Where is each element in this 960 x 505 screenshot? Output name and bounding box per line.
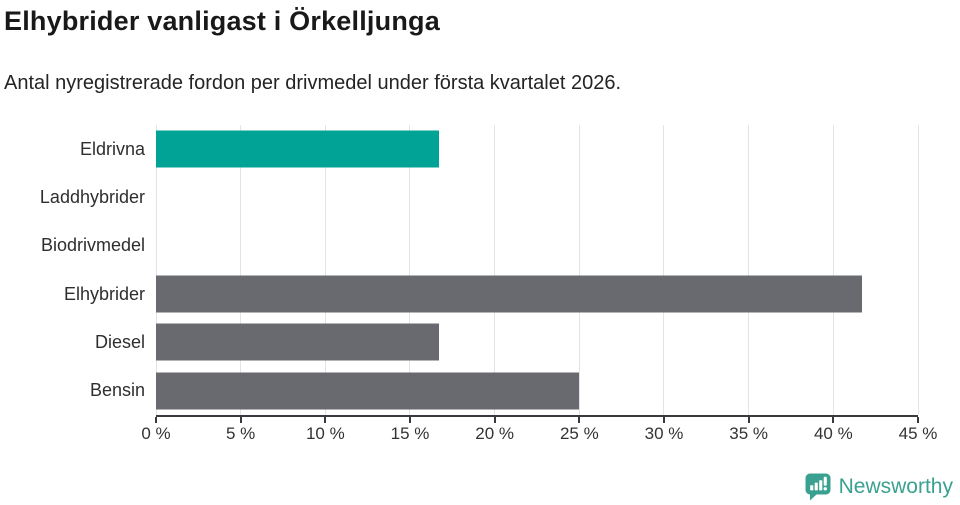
bar-diesel — [156, 323, 439, 361]
bar-row-elhybrider — [156, 270, 918, 318]
chart-subtitle: Antal nyregistrerade fordon per drivmede… — [4, 72, 622, 94]
x-tick-label-30: 30 % — [644, 424, 684, 443]
gridline-20 — [494, 125, 496, 415]
x-tick-35 — [747, 417, 750, 423]
bar-eldrivna — [156, 130, 439, 168]
x-tick-15 — [409, 417, 411, 423]
x-tick-25 — [578, 417, 581, 423]
x-axis-tick-labels: 0 % 5 % 10 % 15 % 20 % 25 % 30 % 35 % 40 % 45 % — [141, 424, 937, 446]
bar-rows — [156, 125, 918, 415]
x-tick-label-35: 35 % — [729, 424, 769, 443]
bar-elhybrider — [156, 275, 863, 313]
gridline-30 — [663, 125, 665, 415]
brand-footer: Newsworthy — [803, 472, 953, 501]
bar-row-laddhybrider — [156, 173, 918, 221]
gridline-40 — [832, 125, 834, 415]
bar-bensin — [156, 372, 580, 410]
bar-row-eldrivna — [156, 125, 918, 173]
gridline-10 — [324, 125, 326, 415]
x-tick-label-40: 40 % — [813, 424, 853, 443]
gridline-45 — [917, 125, 919, 415]
category-label-laddhybrider: Laddhybrider — [39, 186, 145, 207]
x-tick-40 — [832, 417, 835, 423]
x-tick-label-45: 45 % — [898, 424, 938, 443]
category-label-diesel: Diesel — [94, 331, 145, 352]
newsworthy-logo-icon — [805, 473, 831, 501]
x-tick-label-25: 25 % — [559, 424, 599, 443]
gridline-5 — [240, 125, 242, 415]
x-tick-label-20: 20 % — [475, 424, 515, 443]
chart-title: Elhybrider vanligast i Örkelljunga — [4, 6, 440, 36]
plot-area — [155, 125, 919, 417]
x-tick-label-15: 15 % — [390, 424, 430, 443]
x-tick-label-0: 0 % — [141, 424, 171, 443]
brand-name: Newsworthy — [838, 474, 953, 498]
x-tick-5 — [239, 417, 242, 423]
category-label-bensin: Bensin — [89, 380, 145, 401]
bar-row-diesel — [156, 318, 918, 366]
gridline-0 — [155, 125, 157, 415]
category-label-biodrivmedel: Biodrivmedel — [40, 235, 145, 256]
x-tick-10 — [324, 417, 327, 423]
x-tick-45 — [917, 417, 919, 423]
gridline-25 — [578, 125, 580, 415]
x-tick-30 — [663, 417, 665, 423]
x-tick-0 — [155, 417, 157, 423]
category-label-eldrivna: Eldrivna — [79, 138, 145, 159]
bar-row-biodrivmedel — [156, 222, 918, 270]
y-axis-category-labels: Eldrivna Laddhybrider Biodrivmedel Elhybrid… — [0, 125, 145, 415]
x-tick-20 — [493, 417, 496, 423]
x-tick-label-10: 10 % — [305, 424, 345, 443]
gridline-35 — [748, 125, 750, 415]
bar-row-bensin — [156, 367, 918, 415]
gridline-15 — [409, 125, 411, 415]
category-label-elhybrider: Elhybrider — [63, 283, 145, 304]
x-tick-label-5: 5 % — [226, 424, 256, 443]
